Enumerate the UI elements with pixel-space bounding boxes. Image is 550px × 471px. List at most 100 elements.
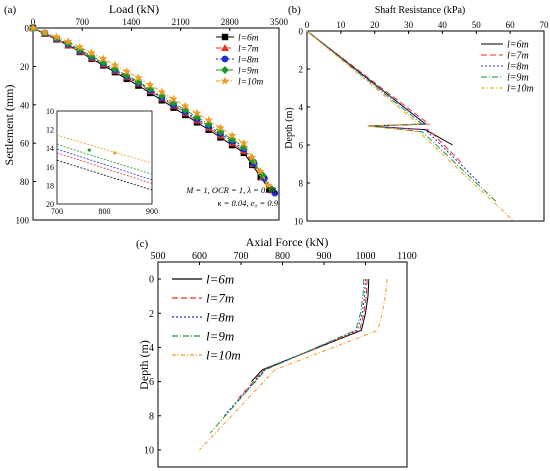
panel-c: (c) Axial Force (kN) Depth (m) 500 600 700…: [136, 235, 417, 468]
series-line-l-9m: [306, 30, 497, 203]
data-point: [227, 131, 237, 140]
panel-c-plot: 500 600 700 800 900 1000 1100 0 2 4 6 8 10: [144, 251, 417, 468]
inset-point: [87, 148, 91, 152]
legend-label: l=10m: [507, 84, 534, 95]
legend-label: l=6m: [206, 272, 234, 287]
inset-line: [56, 144, 153, 175]
panel-b-plot: 0 10 20 30 40 50 60 70 0 2 4 6 8 10: [294, 20, 549, 227]
x-tick-label: 1000: [356, 251, 376, 262]
legend-marker: [221, 44, 229, 51]
data-point: [110, 60, 120, 69]
inset-y-tick-label: 14: [46, 144, 54, 153]
inset-y-tick-label: 18: [46, 181, 54, 190]
x-tick-label: 1400: [122, 17, 141, 27]
x-tick-label: 600: [192, 251, 207, 262]
inset-y-tick-label: 20: [46, 200, 54, 209]
x-tick-label: 700: [75, 17, 89, 27]
data-point: [75, 45, 84, 54]
panel-b-label: (b): [288, 4, 301, 16]
series-line-l-10m: [32, 27, 269, 186]
panel-c-ylabel: Depth (m): [137, 340, 151, 390]
data-point: [181, 101, 190, 110]
legend-label: l=10m: [238, 77, 264, 87]
y-tick-label: 4: [149, 343, 154, 354]
legend-label: l=9m: [206, 329, 234, 344]
data-point: [99, 54, 108, 63]
series-line-l-7m: [32, 27, 273, 191]
data-point: [169, 94, 178, 103]
data-point: [204, 115, 213, 124]
panel-a: (a) Load (kN) Settlement (mm) 0 700 1400 21…: [2, 2, 289, 226]
y-tick-label: 2: [299, 65, 304, 75]
legend-label: l=6m: [507, 40, 529, 51]
y-tick-label: 0: [299, 27, 304, 37]
legend-label: l=7m: [238, 44, 259, 54]
panel-c-label: (c): [136, 238, 149, 250]
y-tick-label: 8: [299, 179, 304, 189]
data-point: [216, 123, 225, 132]
y-tick-label: 0: [25, 24, 30, 34]
panel-a-inset: 700 800 900 10 12 14 16 18 20: [46, 107, 158, 216]
inset-point: [113, 151, 117, 155]
inset-x-tick-label: 900: [146, 207, 158, 216]
plot-frame: [306, 30, 545, 222]
panel-c-xlabel: Axial Force (kN): [246, 235, 329, 249]
data-point: [52, 32, 61, 41]
series-line-l-10m: [306, 30, 514, 222]
data-point: [87, 48, 96, 57]
panel-b-xlabel: Shaft Resistance (kPa): [375, 5, 466, 16]
x-tick-label: 0: [31, 17, 36, 27]
y-tick-label: 20: [20, 62, 30, 72]
data-point: [247, 152, 257, 161]
panel-b-ylabel: Depth (m): [284, 107, 295, 148]
y-tick-label: 40: [20, 100, 30, 110]
x-tick-label: 2800: [221, 17, 240, 27]
panel-a-plot: 0 700 1400 2100 2800 3500 0 20 40 60 80 100: [16, 17, 289, 226]
legend-marker: [221, 33, 229, 41]
legend-marker: [221, 66, 229, 74]
data-point: [216, 127, 225, 136]
x-tick-label: 0: [305, 20, 310, 30]
x-tick-label: 10: [336, 20, 346, 30]
y-tick-label: 8: [149, 411, 154, 422]
x-tick-label: 40: [438, 20, 448, 30]
y-tick-label: 6: [149, 377, 154, 388]
inset-x-tick-label: 800: [99, 207, 111, 216]
data-point: [40, 27, 49, 37]
data-point: [264, 180, 273, 190]
series-line-l-7m: [306, 30, 464, 165]
series-line-l-6m: [251, 279, 370, 382]
inset-line: [56, 148, 153, 181]
inset-line: [56, 152, 153, 184]
legend-label: l=8m: [238, 55, 259, 65]
y-tick-label: 6: [299, 141, 304, 151]
data-point: [28, 23, 38, 32]
x-tick-label: 70: [540, 20, 550, 30]
series-line-l-9m: [209, 279, 365, 434]
y-tick-label: 80: [20, 177, 30, 187]
data-point: [122, 67, 131, 76]
legend-label: l=8m: [507, 62, 529, 73]
series-line-l-8m: [224, 279, 366, 417]
inset-frame: [56, 110, 153, 205]
panel-b-legend: l=6ml=7ml=8ml=9ml=10m: [481, 40, 534, 95]
data-point: [157, 87, 167, 96]
panel-b: (b) Shaft Resistance (kPa) Depth (m) 0 10…: [284, 4, 549, 227]
legend-label: l=7m: [507, 51, 529, 62]
panel-a-annotation-2: κ = 0.04, e₀ = 0.9: [217, 198, 278, 208]
inset-y-tick-label: 12: [46, 126, 54, 135]
panel-a-annotation-1: M = 1, OCR = 1, λ = 0.08,: [185, 185, 278, 195]
y-tick-label: 100: [16, 216, 30, 226]
x-tick-label: 3500: [270, 17, 289, 27]
data-point: [239, 138, 249, 147]
series-line-l-8m: [32, 27, 276, 194]
panel-c-legend: l=6m l=7m l=8m l=9m l=10m: [172, 272, 241, 363]
x-tick-label: 500: [151, 251, 166, 262]
y-tick-label: 10: [144, 445, 154, 456]
y-tick-label: 60: [20, 139, 30, 149]
y-tick-label: 0: [149, 275, 154, 286]
y-tick-label: 10: [294, 217, 304, 227]
data-point: [192, 108, 202, 117]
inset-line: [56, 134, 153, 164]
